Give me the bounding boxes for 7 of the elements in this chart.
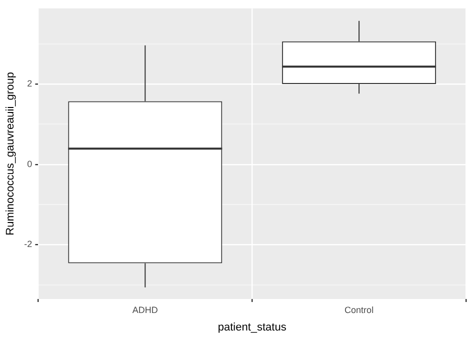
y-axis-title: Ruminococcus_gauvreauii_group	[4, 72, 17, 236]
y-tick-label: 2	[27, 78, 32, 88]
x-tick-label: ADHD	[132, 304, 158, 315]
y-tick-label: -2	[24, 239, 32, 250]
y-tick-label: 0	[27, 158, 32, 169]
x-tick-label: Control	[344, 304, 374, 315]
x-axis-title: patient_status	[218, 321, 287, 334]
